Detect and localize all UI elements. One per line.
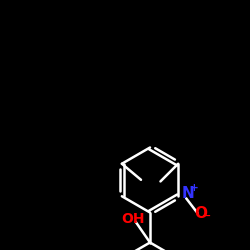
Text: OH: OH <box>122 212 145 226</box>
Text: +: + <box>190 183 199 193</box>
Text: N: N <box>182 186 194 201</box>
Text: −: − <box>202 211 211 221</box>
Text: O: O <box>194 206 207 221</box>
